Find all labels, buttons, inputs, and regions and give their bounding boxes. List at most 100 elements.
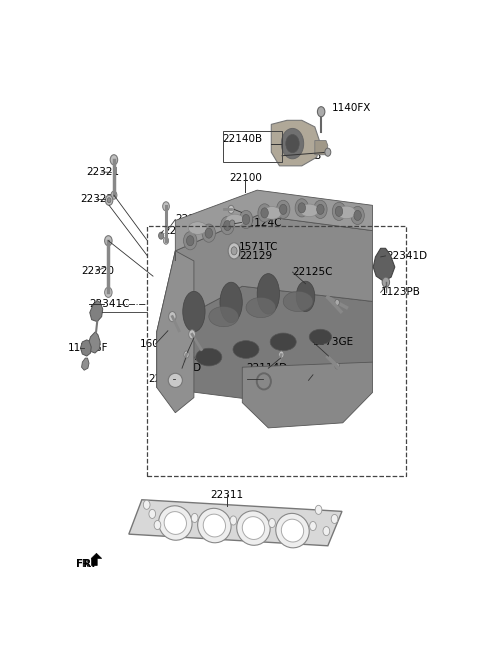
Polygon shape xyxy=(271,120,321,166)
Text: 22124B: 22124B xyxy=(281,150,322,161)
Text: 22124C: 22124C xyxy=(241,217,282,227)
Polygon shape xyxy=(156,286,372,403)
Ellipse shape xyxy=(188,222,207,235)
Circle shape xyxy=(186,236,194,246)
Circle shape xyxy=(310,522,316,531)
Ellipse shape xyxy=(335,300,339,306)
Circle shape xyxy=(111,191,117,199)
Circle shape xyxy=(230,516,237,525)
Ellipse shape xyxy=(309,329,332,344)
Ellipse shape xyxy=(335,363,339,369)
Text: 22341D: 22341D xyxy=(386,251,428,261)
Circle shape xyxy=(168,311,176,322)
Text: 22320: 22320 xyxy=(82,266,115,276)
Circle shape xyxy=(335,206,343,216)
Circle shape xyxy=(192,513,198,522)
Text: 22321: 22321 xyxy=(86,167,119,177)
Polygon shape xyxy=(242,362,372,428)
Ellipse shape xyxy=(270,333,296,351)
Circle shape xyxy=(279,204,287,214)
Circle shape xyxy=(205,228,213,238)
Polygon shape xyxy=(175,190,372,261)
Text: 22341C: 22341C xyxy=(89,300,130,309)
Ellipse shape xyxy=(203,514,226,537)
Circle shape xyxy=(228,205,234,214)
Ellipse shape xyxy=(158,506,192,540)
Circle shape xyxy=(323,526,330,535)
Circle shape xyxy=(158,232,164,239)
Bar xyxy=(223,131,282,162)
Ellipse shape xyxy=(246,298,276,317)
Circle shape xyxy=(228,242,240,259)
Polygon shape xyxy=(88,332,100,353)
Bar xyxy=(147,225,406,476)
Circle shape xyxy=(163,202,169,211)
Text: 1123PB: 1123PB xyxy=(381,287,420,298)
Ellipse shape xyxy=(196,348,222,366)
Text: 22114D: 22114D xyxy=(247,363,288,373)
Polygon shape xyxy=(81,340,91,356)
Ellipse shape xyxy=(283,291,313,311)
Circle shape xyxy=(276,200,290,219)
Polygon shape xyxy=(156,251,194,413)
Circle shape xyxy=(261,208,268,218)
Ellipse shape xyxy=(183,291,205,332)
Text: 1125GF: 1125GF xyxy=(67,343,108,353)
Circle shape xyxy=(229,220,235,227)
Polygon shape xyxy=(315,141,328,155)
Text: 22126A: 22126A xyxy=(175,214,216,225)
Text: FR.: FR. xyxy=(76,560,95,570)
Ellipse shape xyxy=(168,373,182,388)
Text: 22125A: 22125A xyxy=(162,352,203,362)
Polygon shape xyxy=(373,248,395,281)
Text: 22113A: 22113A xyxy=(148,374,189,384)
Circle shape xyxy=(183,232,197,250)
Text: 22112A: 22112A xyxy=(247,374,287,384)
Circle shape xyxy=(163,237,168,244)
Circle shape xyxy=(315,505,322,514)
Circle shape xyxy=(105,287,112,298)
Text: 22114D: 22114D xyxy=(160,363,202,373)
Ellipse shape xyxy=(220,283,242,323)
Ellipse shape xyxy=(257,273,279,314)
Ellipse shape xyxy=(296,281,315,311)
Text: 22100: 22100 xyxy=(229,173,262,183)
Circle shape xyxy=(295,198,309,217)
Text: 22122B: 22122B xyxy=(241,208,282,217)
Circle shape xyxy=(231,247,237,255)
Circle shape xyxy=(149,509,156,518)
Ellipse shape xyxy=(263,206,281,219)
Ellipse shape xyxy=(276,513,309,548)
Ellipse shape xyxy=(233,340,259,358)
Text: 22124B: 22124B xyxy=(163,225,204,236)
Circle shape xyxy=(224,221,231,231)
Circle shape xyxy=(314,200,327,219)
Text: 22311: 22311 xyxy=(210,489,243,500)
Circle shape xyxy=(202,224,216,242)
Circle shape xyxy=(331,514,338,524)
Text: 22125C: 22125C xyxy=(292,267,333,277)
Polygon shape xyxy=(82,358,89,371)
Circle shape xyxy=(382,277,390,287)
Circle shape xyxy=(221,216,234,235)
Circle shape xyxy=(279,351,284,358)
Circle shape xyxy=(105,236,112,246)
Circle shape xyxy=(242,214,250,225)
Text: 1573GE: 1573GE xyxy=(313,337,354,347)
Ellipse shape xyxy=(242,516,264,539)
Circle shape xyxy=(354,210,361,221)
Text: 1571TC: 1571TC xyxy=(240,242,279,252)
Circle shape xyxy=(286,135,299,152)
Ellipse shape xyxy=(164,512,186,534)
Circle shape xyxy=(332,202,346,221)
Circle shape xyxy=(317,204,324,214)
Ellipse shape xyxy=(209,306,239,327)
Circle shape xyxy=(240,210,252,229)
Circle shape xyxy=(298,203,306,213)
Text: 22140B: 22140B xyxy=(223,133,263,143)
Circle shape xyxy=(154,520,161,530)
Text: 22322: 22322 xyxy=(81,194,114,204)
Circle shape xyxy=(351,206,364,225)
Circle shape xyxy=(144,500,150,509)
Circle shape xyxy=(106,195,113,205)
